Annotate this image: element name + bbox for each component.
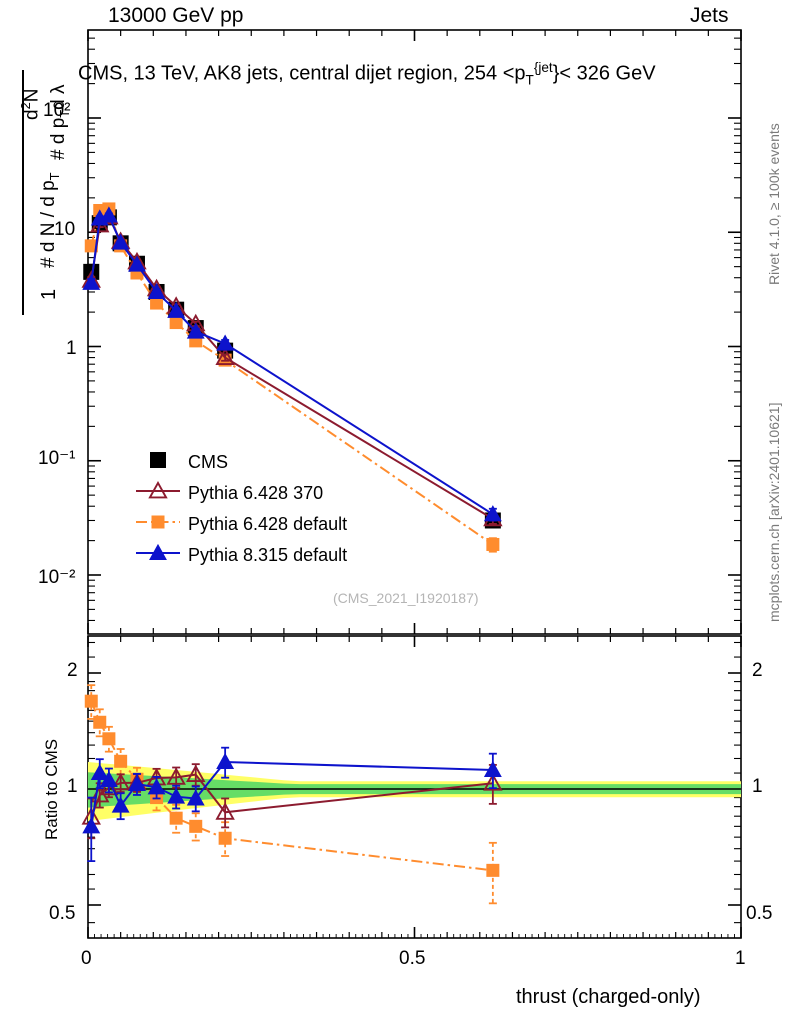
xaxis-ticks bbox=[87, 30, 742, 938]
data-point-marker bbox=[111, 233, 130, 250]
data-point-marker bbox=[90, 763, 109, 781]
ytick-main-3: 10⁻¹ bbox=[38, 448, 76, 469]
series-line bbox=[90, 214, 494, 516]
legend-item-label-1: Pythia 6.428 370 bbox=[188, 483, 324, 503]
legend-marker bbox=[148, 480, 168, 499]
data-point-marker bbox=[483, 505, 502, 522]
legend-item-label-0: CMS bbox=[188, 452, 228, 472]
data-point-marker bbox=[111, 796, 130, 813]
data-point-marker bbox=[84, 694, 98, 708]
ytick-ratio-right-1: 1 bbox=[752, 776, 763, 797]
ytick-main-2: 1 bbox=[66, 338, 77, 359]
data-point-marker bbox=[486, 537, 500, 551]
ytick-ratio-left-2: 0.5 bbox=[49, 903, 76, 924]
xaxis-label: thrust (charged-only) bbox=[516, 986, 701, 1008]
main-panel-series-pythia-6-428-370 bbox=[81, 206, 503, 527]
data-point-marker bbox=[486, 863, 500, 877]
data-point-marker bbox=[216, 334, 235, 351]
data-point-marker bbox=[114, 754, 128, 768]
legend-marker bbox=[149, 543, 167, 560]
ytick-ratio-left-0: 2 bbox=[67, 660, 78, 681]
data-point-marker bbox=[186, 764, 206, 783]
series-line bbox=[90, 773, 494, 818]
series-line bbox=[90, 215, 494, 520]
ytick-main-4: 10⁻² bbox=[38, 567, 76, 588]
data-point-marker bbox=[186, 789, 205, 806]
ytick-ratio-right-0: 2 bbox=[752, 660, 763, 681]
analysis-watermark: (CMS_2021_I1920187) bbox=[333, 590, 479, 606]
data-point-marker bbox=[147, 282, 166, 299]
data-point-marker bbox=[215, 802, 235, 820]
ratio-panel-series-pythia-6-428-default bbox=[84, 684, 500, 905]
ytick-ratio-right-2: 0.5 bbox=[746, 903, 773, 924]
series-line bbox=[90, 700, 494, 872]
data-point-marker bbox=[128, 774, 146, 792]
legend-item-label-2: Pythia 6.428 default bbox=[188, 514, 348, 534]
data-point-marker bbox=[186, 322, 205, 339]
legend-item-2[interactable] bbox=[136, 515, 180, 529]
legend bbox=[136, 452, 180, 560]
data-point-marker bbox=[215, 347, 235, 366]
xtick-2: 1 bbox=[735, 948, 746, 969]
data-point-marker bbox=[147, 778, 166, 795]
data-point-marker bbox=[483, 760, 502, 778]
ytick-main-1: 10 bbox=[54, 219, 76, 240]
data-point-marker bbox=[128, 255, 146, 272]
legend-item-label-3: Pythia 8.315 default bbox=[188, 545, 348, 565]
xtick-1: 0.5 bbox=[399, 948, 426, 969]
header-right-label: Jets bbox=[690, 4, 729, 27]
data-point-marker bbox=[169, 316, 183, 330]
main-panel-series-pythia-8-315-default bbox=[82, 206, 502, 522]
data-point-marker bbox=[169, 811, 183, 825]
legend-item-3[interactable] bbox=[136, 543, 180, 560]
data-point-marker bbox=[99, 770, 118, 788]
data-point-marker bbox=[218, 831, 232, 845]
data-point-marker bbox=[110, 772, 131, 791]
legend-item-1[interactable] bbox=[136, 480, 180, 499]
plot-title-tail: }< 326 GeV bbox=[552, 62, 656, 85]
data-point-marker bbox=[167, 301, 186, 318]
ratio-panel-series-pythia-8-315-default bbox=[82, 746, 502, 862]
xtick-0: 0 bbox=[81, 948, 92, 969]
data-point-marker bbox=[82, 273, 101, 290]
legend-item-0[interactable] bbox=[150, 452, 166, 468]
ytick-ratio-left-1: 1 bbox=[67, 776, 78, 797]
series-line bbox=[90, 207, 494, 546]
plot-title-main: CMS, 13 TeV, AK8 jets, central dijet reg… bbox=[78, 62, 526, 85]
plot-title-sup: {jet bbox=[533, 60, 553, 75]
data-point-marker bbox=[483, 773, 503, 791]
data-point-marker bbox=[189, 819, 203, 833]
data-point-marker bbox=[93, 715, 107, 729]
ratio-band-inner bbox=[88, 772, 741, 808]
data-point-marker bbox=[102, 732, 116, 746]
main-panel-frame bbox=[87, 29, 742, 635]
ytick-main-0: 10² bbox=[43, 100, 71, 121]
data-point-marker bbox=[99, 206, 118, 223]
legend-marker bbox=[150, 452, 166, 468]
header-left-label: 13000 GeV pp bbox=[108, 4, 244, 27]
data-point-marker bbox=[166, 767, 186, 785]
yaxis-main-ticks bbox=[88, 37, 741, 622]
plot-title: CMS, 13 TeV, AK8 jets, central dijet reg… bbox=[78, 60, 656, 88]
yaxis-fraction-bar-left bbox=[22, 70, 24, 315]
data-point-marker bbox=[167, 787, 186, 804]
data-point-marker bbox=[216, 752, 235, 769]
data-point-marker bbox=[82, 817, 101, 834]
legend-marker bbox=[151, 515, 165, 529]
plot-title-sub: T bbox=[525, 72, 534, 88]
